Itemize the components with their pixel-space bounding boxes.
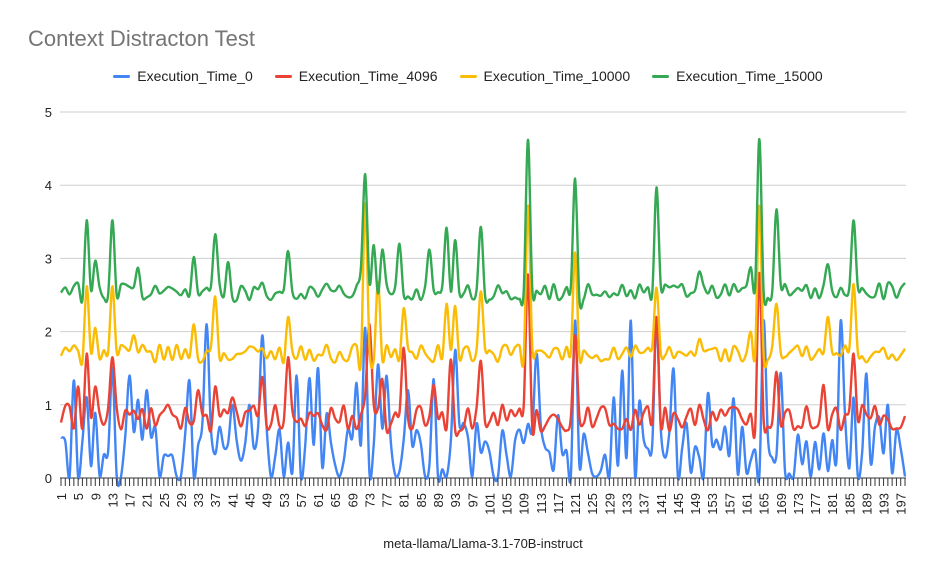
y-tick-label: 3	[45, 251, 52, 266]
x-tick-label: 109	[517, 493, 532, 515]
x-tick-label: 113	[534, 493, 549, 514]
x-tick-label: 121	[568, 493, 583, 515]
legend: Execution_Time_0 Execution_Time_4096 Exe…	[0, 68, 936, 84]
x-tick-label: 9	[88, 493, 103, 500]
legend-label: Execution_Time_0	[137, 68, 253, 84]
y-tick-label: 1	[45, 398, 52, 413]
legend-label: Execution_Time_4096	[298, 68, 438, 84]
x-tick-label: 5	[71, 493, 86, 500]
x-tick-label: 101	[482, 493, 497, 515]
x-tick-label: 193	[877, 493, 892, 515]
x-tick-label: 141	[654, 493, 669, 515]
y-tick-label: 0	[45, 471, 52, 486]
y-tick-label: 4	[45, 178, 52, 193]
x-tick-label: 89	[431, 493, 446, 507]
x-tick-label: 25	[157, 493, 172, 507]
chart-title: Context Distracton Test	[28, 26, 256, 51]
legend-swatch	[459, 74, 477, 78]
legend-label: Execution_Time_15000	[676, 68, 823, 84]
y-tick-label: 5	[45, 105, 52, 120]
x-axis-title: meta-llama/Llama-3.1-70B-instruct	[383, 536, 583, 551]
x-tick-label: 173	[791, 493, 806, 515]
legend-item-series-2[interactable]: Execution_Time_10000	[459, 68, 631, 84]
x-tick-label: 17	[123, 493, 138, 507]
x-tick-label: 41	[225, 493, 240, 507]
x-tick-label: 93	[448, 493, 463, 507]
x-tick-label: 169	[774, 493, 789, 515]
series-line-Execution_Time_10000[interactable]	[59, 202, 907, 372]
y-tick-label: 2	[45, 325, 52, 340]
x-tick-label: 65	[328, 493, 343, 507]
x-tick-label: 33	[191, 493, 206, 507]
x-tick-label: 161	[739, 493, 754, 515]
x-tick-label: 13	[105, 493, 120, 507]
x-tick-label: 73	[362, 493, 377, 507]
x-tick-label: 181	[825, 493, 840, 515]
x-tick-label: 165	[757, 493, 772, 515]
x-tick-label: 1	[54, 493, 69, 500]
legend-item-series-0[interactable]: Execution_Time_0	[113, 68, 253, 84]
x-tick-label: 97	[465, 493, 480, 507]
x-tick-label: 105	[500, 493, 515, 515]
x-tick-label: 185	[842, 493, 857, 515]
x-tick-label: 137	[637, 493, 652, 515]
x-tick-label: 37	[208, 493, 223, 507]
series-line-Execution_Time_15000[interactable]	[60, 137, 906, 310]
legend-item-series-3[interactable]: Execution_Time_15000	[652, 68, 823, 84]
legend-swatch	[113, 74, 131, 78]
x-tick-label: 177	[808, 493, 823, 515]
x-tick-label: 197	[894, 493, 909, 515]
x-tick-label: 149	[688, 493, 703, 515]
x-tick-label: 69	[345, 493, 360, 507]
x-tick-label: 53	[277, 493, 292, 507]
legend-label: Execution_Time_10000	[483, 68, 631, 84]
x-tick-label: 45	[243, 493, 258, 507]
x-tick-label: 133	[620, 493, 635, 515]
series-layer	[59, 137, 907, 488]
legend-swatch	[274, 74, 292, 78]
x-tick-label: 117	[551, 493, 566, 514]
x-tick-label: 129	[602, 493, 617, 515]
x-tick-label: 49	[260, 493, 275, 507]
x-tick-label: 157	[722, 493, 737, 515]
x-tick-label: 57	[294, 493, 309, 507]
legend-swatch	[652, 74, 670, 78]
series-line-Execution_Time_4096[interactable]	[59, 271, 907, 440]
x-tick-label: 61	[311, 493, 326, 507]
x-tick-label: 81	[397, 493, 412, 507]
x-tick-label: 85	[414, 493, 429, 507]
x-tick-label: 29	[174, 493, 189, 507]
x-tick-label: 77	[380, 493, 395, 507]
x-tick-label: 125	[585, 493, 600, 515]
x-tick-label: 153	[705, 493, 720, 515]
x-tick-label: 189	[859, 493, 874, 515]
x-tick-label: 145	[671, 493, 686, 515]
x-tick-label: 21	[140, 493, 155, 507]
legend-item-series-1[interactable]: Execution_Time_4096	[274, 68, 438, 84]
